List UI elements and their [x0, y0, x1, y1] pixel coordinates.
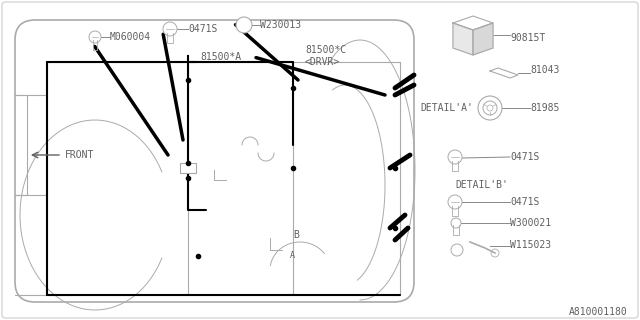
Circle shape — [478, 96, 502, 120]
Text: A810001180: A810001180 — [569, 307, 628, 317]
FancyBboxPatch shape — [15, 20, 414, 302]
Text: W230013: W230013 — [260, 20, 301, 30]
Circle shape — [451, 218, 461, 228]
Polygon shape — [473, 23, 493, 55]
Text: 0471S: 0471S — [510, 152, 540, 162]
Polygon shape — [453, 16, 493, 30]
Text: 0471S: 0471S — [510, 197, 540, 207]
Circle shape — [451, 244, 463, 256]
Text: M060004: M060004 — [110, 32, 151, 42]
Text: 81500*A: 81500*A — [200, 52, 241, 62]
Text: 81985: 81985 — [530, 103, 559, 113]
Text: 0471S: 0471S — [188, 24, 218, 34]
Text: DETAIL'B': DETAIL'B' — [455, 180, 508, 190]
Circle shape — [236, 17, 252, 33]
Text: W300021: W300021 — [510, 218, 551, 228]
Circle shape — [163, 22, 177, 36]
Text: W115023: W115023 — [510, 240, 551, 250]
Polygon shape — [453, 23, 473, 55]
Text: 81043: 81043 — [530, 65, 559, 75]
Circle shape — [89, 31, 101, 43]
Text: 90815T: 90815T — [510, 33, 545, 43]
Polygon shape — [490, 68, 518, 78]
Text: <DRVR>: <DRVR> — [305, 57, 340, 67]
Text: FRONT: FRONT — [65, 150, 94, 160]
Bar — [180, 163, 196, 173]
Circle shape — [448, 195, 462, 209]
Circle shape — [448, 150, 462, 164]
Text: A: A — [290, 251, 295, 260]
Text: DETAIL'A': DETAIL'A' — [420, 103, 473, 113]
Text: B: B — [293, 230, 299, 240]
Text: 81500*C: 81500*C — [305, 45, 346, 55]
